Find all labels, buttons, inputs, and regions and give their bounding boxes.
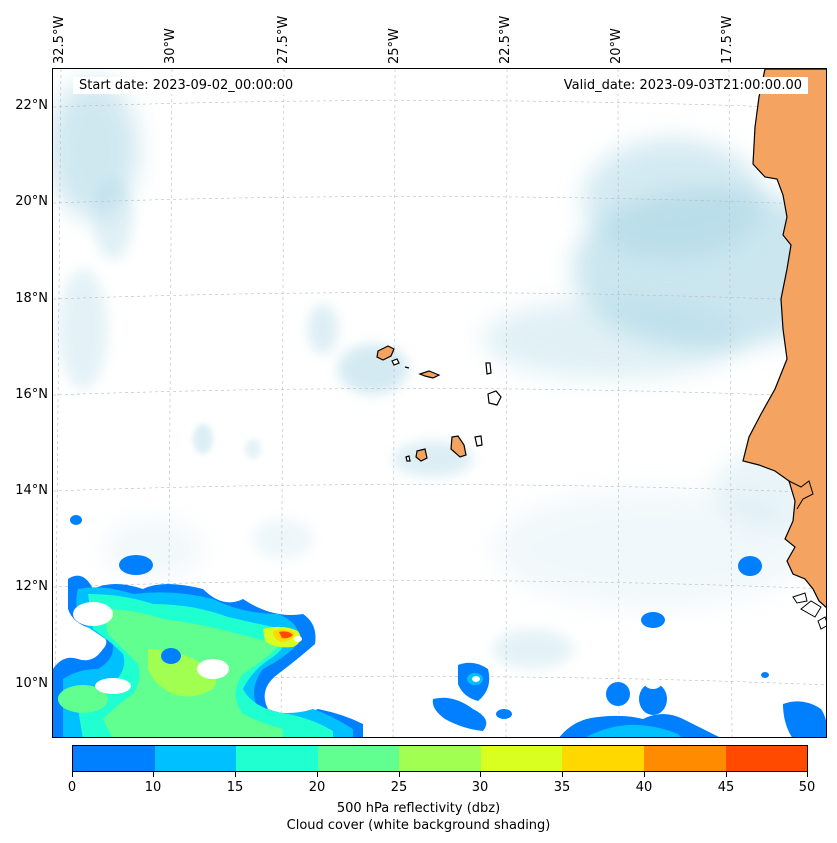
lat-label-22n: 22°N	[15, 98, 48, 113]
colorbar-segment	[73, 746, 155, 771]
start-date-label: Start date: 2023-09-02_00:00:00	[73, 77, 300, 94]
colorbar-tick-label: 50	[798, 780, 816, 795]
island-santiago	[450, 435, 467, 458]
reflectivity-layer	[53, 515, 826, 737]
colorbar-tick-label: 20	[308, 780, 326, 795]
lat-label-12n: 12°N	[15, 579, 48, 594]
colorbar-segment	[399, 746, 481, 771]
lat-label-16n: 16°N	[15, 387, 48, 402]
map-panel[interactable]: Start date: 2023-09-02_00:00:00 Valid_da…	[52, 68, 827, 738]
lat-label-14n: 14°N	[15, 483, 48, 498]
lon-label-27-5w: 27.5°W	[276, 15, 291, 64]
lat-label-18n: 18°N	[15, 291, 48, 306]
colorbar-segment	[317, 746, 400, 771]
colorbar-tick-label: 25	[390, 780, 408, 795]
colorbar-tick	[807, 772, 808, 777]
colorbar-tick-label: 0	[67, 780, 77, 795]
colorbar-segment	[154, 746, 237, 771]
africa-coastline	[742, 69, 826, 609]
colorbar-segment	[480, 746, 563, 771]
colorbar-segment	[643, 746, 726, 771]
colorbar-tick	[72, 772, 73, 777]
colorbar-tick-label: 35	[553, 780, 571, 795]
colorbar-segment	[725, 746, 808, 771]
island-brava	[405, 455, 411, 462]
coastal-inlet	[788, 480, 814, 510]
cape-verde-islands	[376, 345, 502, 462]
lat-label-20n: 20°N	[15, 194, 48, 209]
valid-date-label: Valid_date: 2023-09-03T21:00:00.00	[557, 77, 808, 94]
lon-label-20w: 20°W	[609, 28, 624, 64]
lon-label-32-5w: 32.5°W	[52, 15, 67, 64]
island-santo-antao	[376, 345, 395, 361]
guinea-bissau-islands	[792, 592, 826, 630]
island-sao-vicente	[391, 358, 400, 366]
island-santa-luzia	[404, 366, 410, 369]
lon-label-25w: 25°W	[387, 28, 402, 64]
colorbar-tick	[726, 772, 727, 777]
island-sao-nicolau	[418, 370, 441, 379]
colorbar-tick-label: 40	[635, 780, 653, 795]
lon-label-17-5w: 17.5°W	[720, 15, 735, 64]
reflectivity-colorbar	[72, 745, 808, 772]
colorbar-tick	[644, 772, 645, 777]
colorbar-tick	[235, 772, 236, 777]
colorbar-tick	[399, 772, 400, 777]
island-maio	[474, 435, 483, 447]
cloud-cover-layer	[53, 79, 826, 669]
colorbar-subtitle: Cloud cover (white background shading)	[286, 818, 551, 833]
lon-label-30w: 30°W	[163, 28, 178, 64]
island-sal	[485, 362, 492, 375]
colorbar-tick-label: 30	[471, 780, 489, 795]
colorbar-tick-label: 15	[226, 780, 244, 795]
map-canvas	[53, 69, 826, 737]
island-boa-vista	[487, 390, 502, 406]
colorbar-tick	[153, 772, 154, 777]
colorbar-title: 500 hPa reflectivity (dbz)	[336, 801, 501, 816]
colorbar-tick	[317, 772, 318, 777]
lat-label-10n: 10°N	[15, 676, 48, 691]
colorbar-tick-label: 10	[144, 780, 162, 795]
colorbar-tick	[562, 772, 563, 777]
lon-label-22-5w: 22.5°W	[498, 15, 513, 64]
island-fogo	[415, 448, 428, 462]
colorbar-tick	[480, 772, 481, 777]
colorbar-tick-label: 45	[717, 780, 735, 795]
colorbar-segment	[562, 746, 644, 771]
colorbar-segment	[236, 746, 318, 771]
